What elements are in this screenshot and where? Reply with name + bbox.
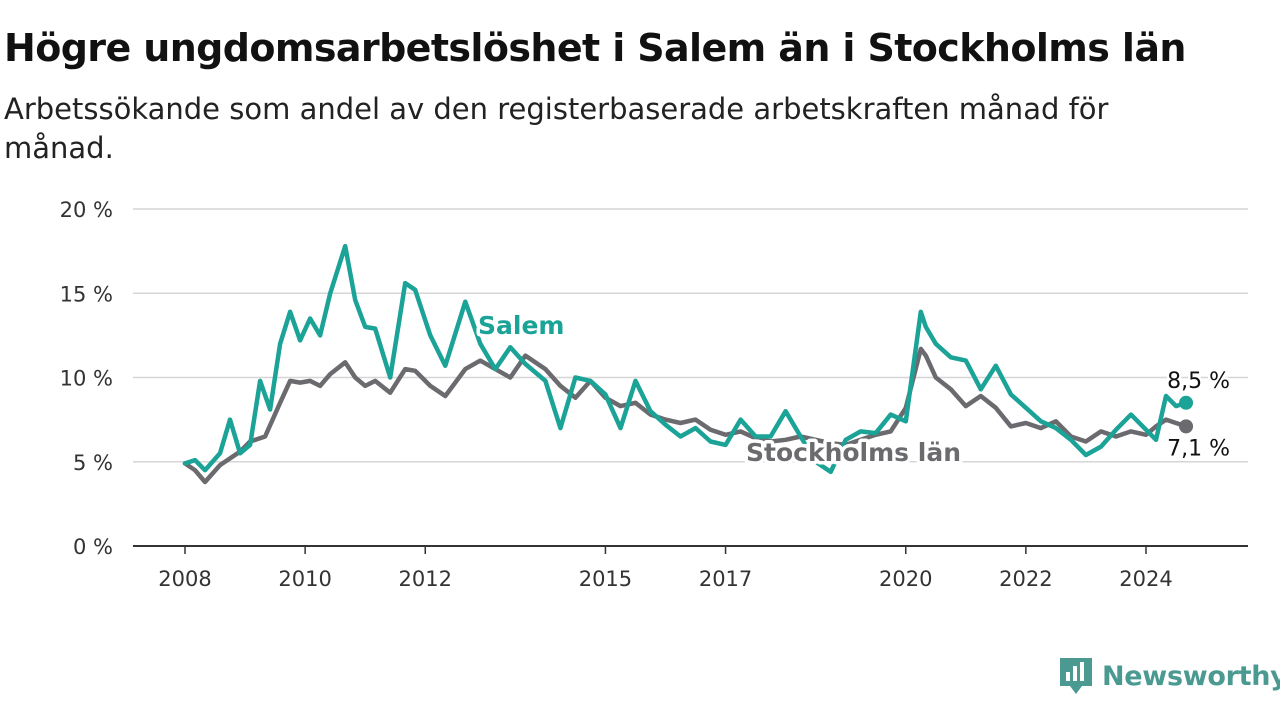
end-point-salem [1179, 395, 1194, 410]
y-tick-label: 10 % [60, 367, 113, 391]
newsworthy-logo: Newsworthy [1058, 654, 1280, 698]
label-group: Salem Stockholms län 8,5 % 7,1 % [475, 308, 1233, 471]
end-label-stockholm: 7,1 % [1167, 436, 1230, 461]
y-axis-ticks: 0 % 5 % 10 % 15 % 20 % [60, 198, 113, 559]
y-tick-label: 20 % [60, 198, 113, 222]
x-tick-label: 2015 [579, 567, 632, 591]
y-tick-label: 15 % [60, 282, 113, 306]
end-label-salem: 8,5 % [1167, 369, 1230, 394]
x-tick-label: 2017 [699, 567, 752, 591]
page-subtitle: Arbetssökande som andel av den registerb… [4, 92, 1109, 165]
brand-name: Newsworthy [1102, 660, 1280, 692]
series-line-stockholm [182, 346, 1189, 485]
x-tick-label: 2010 [278, 567, 331, 591]
x-tick-label: 2012 [399, 567, 452, 591]
series-label-stockholm: Stockholms län [746, 438, 961, 467]
y-tick-label: 5 % [73, 451, 113, 475]
end-point-stockholm [1179, 419, 1194, 434]
grid-lines [133, 208, 1248, 463]
x-tick-label: 2024 [1119, 567, 1172, 591]
x-tick-label: 2022 [999, 567, 1052, 591]
x-axis: 2008 2010 2012 2015 2017 2020 2022 2024 [133, 545, 1248, 591]
series-label-salem: Salem [478, 311, 564, 340]
x-tick-label: 2008 [158, 567, 211, 591]
y-tick-label: 0 % [73, 535, 113, 559]
page-title: Högre ungdomsarbetslöshet i Salem än i S… [4, 26, 1186, 70]
newsworthy-chart-icon [1060, 658, 1092, 694]
series-line-salem [182, 243, 1189, 475]
x-tick-label: 2020 [879, 567, 932, 591]
series-group [182, 243, 1194, 485]
